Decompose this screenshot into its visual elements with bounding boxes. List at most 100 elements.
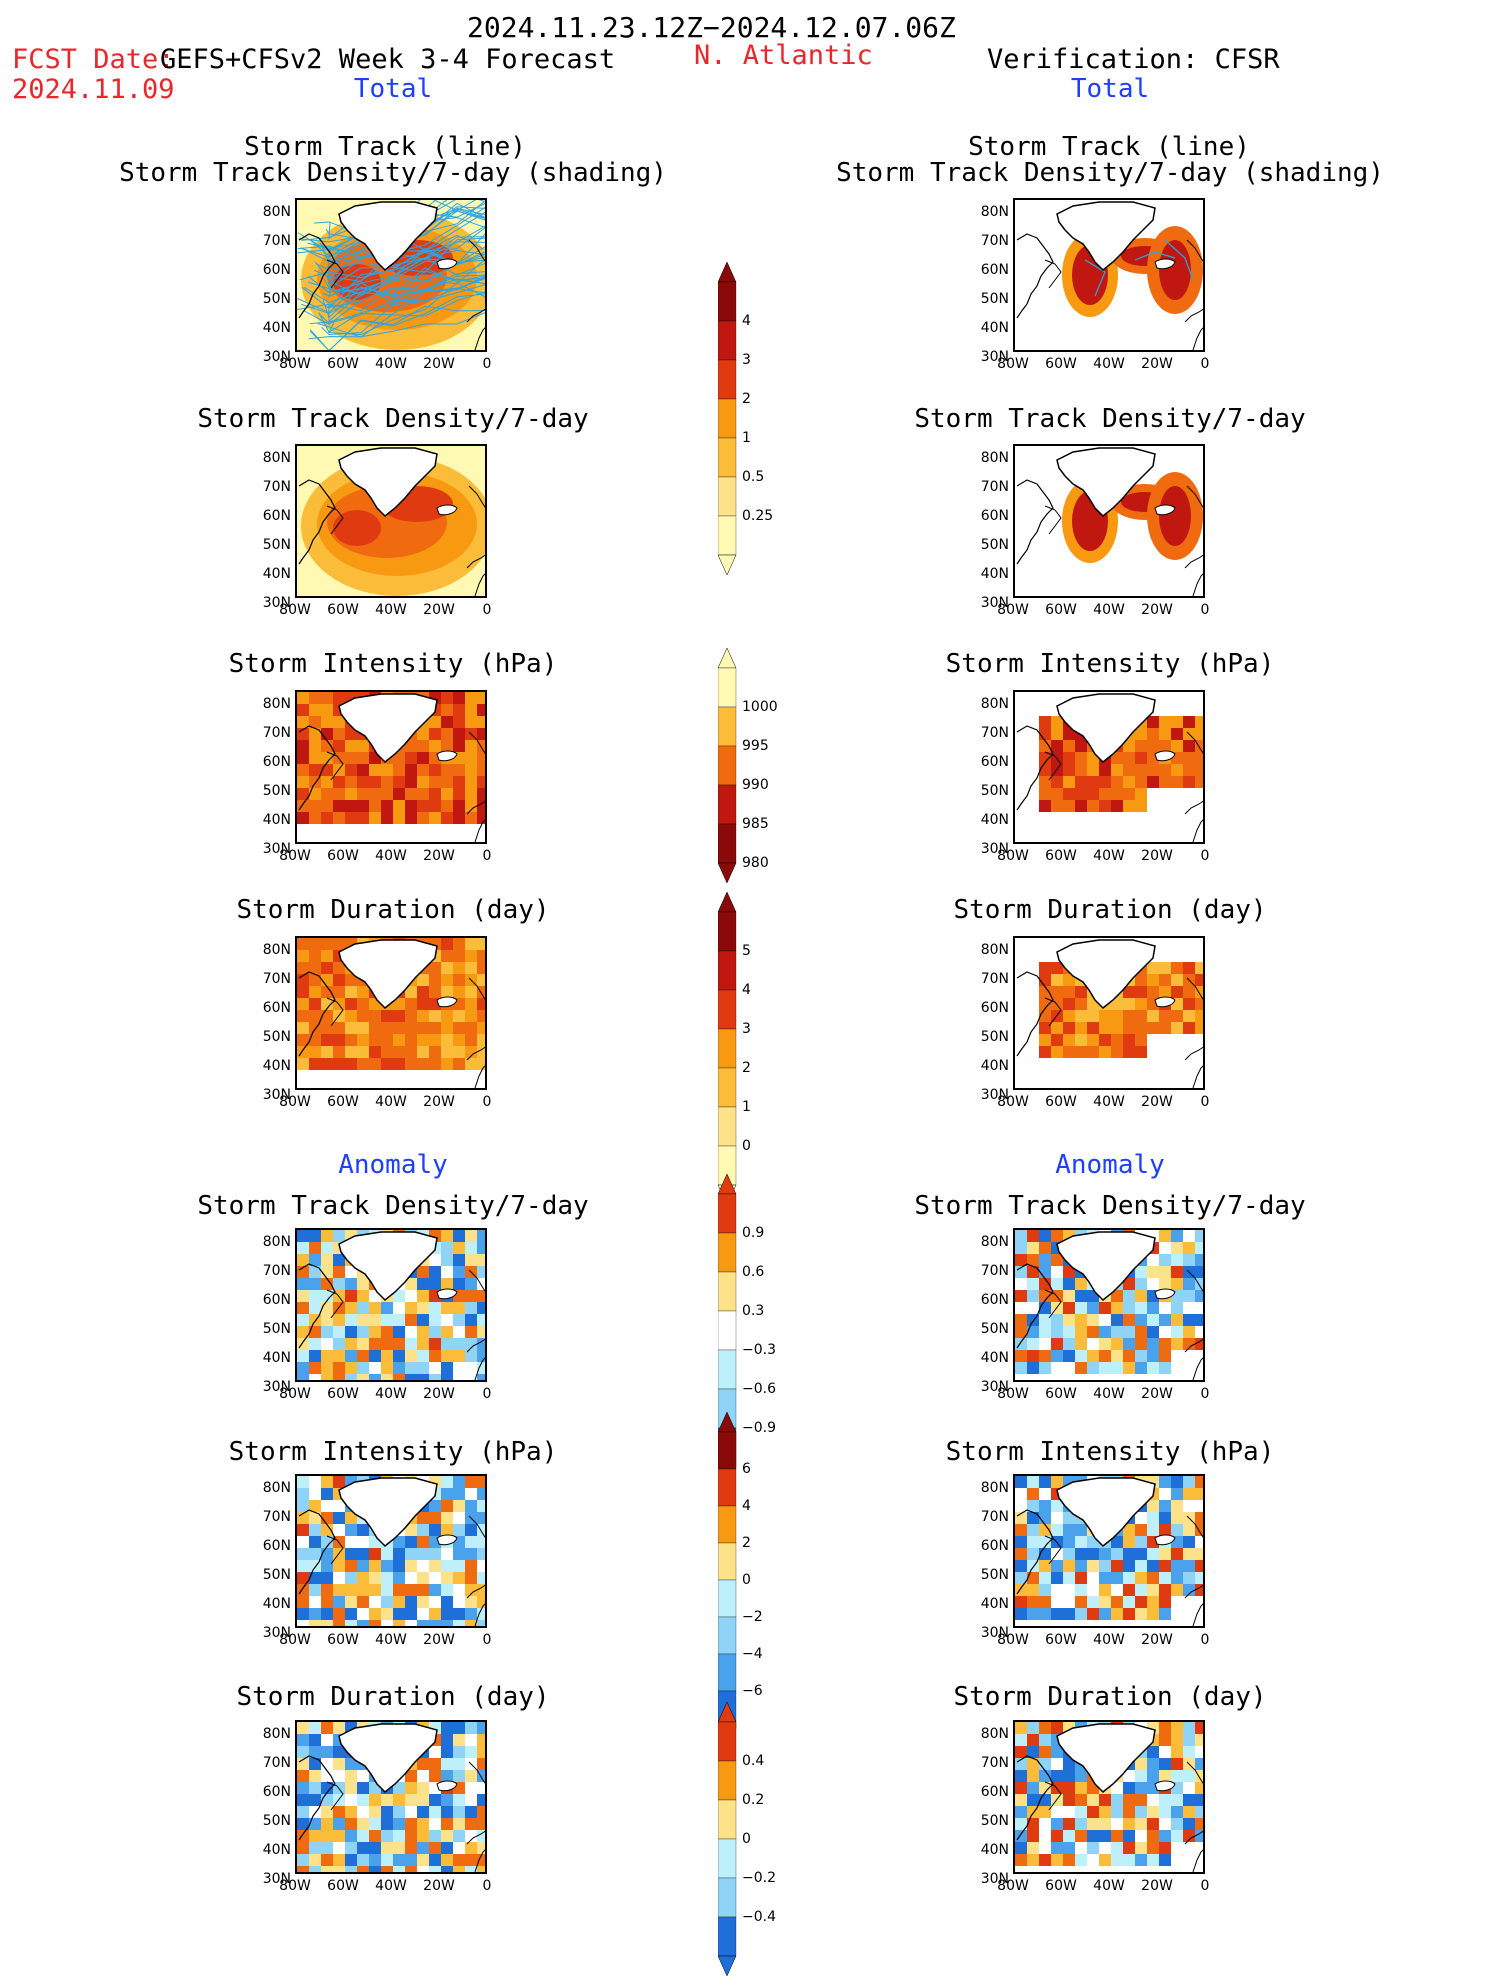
right-duration-title: Storm Duration (day) (953, 895, 1267, 925)
lon-tick-label: 40W (1093, 602, 1125, 618)
lon-tick-label: 0 (482, 602, 492, 618)
left-track-shading-title: Storm Track Density/7-day (shading) (119, 158, 667, 188)
lon-tick-label: 60W (327, 356, 359, 372)
lat-tick-label: 80N (980, 1480, 1009, 1496)
lon-tick-label: 80W (997, 602, 1029, 618)
lon-tick-label: 40W (1093, 1386, 1125, 1402)
duration-total-colorbar (717, 891, 748, 1209)
colorbar-tick-label: 0.2 (742, 1792, 765, 1808)
lon-tick-label: 0 (482, 1878, 492, 1894)
lon-tick-label: 0 (1200, 1632, 1210, 1648)
lat-tick-label: 60N (980, 754, 1009, 770)
lon-tick-label: 60W (327, 1878, 359, 1894)
right-track-line-map (1013, 198, 1205, 352)
lat-tick-label: 40N (262, 320, 291, 336)
left-density-map (295, 444, 487, 598)
lon-tick-label: 80W (279, 1878, 311, 1894)
colorbar-tick-label: 2 (742, 391, 751, 407)
colorbar-tick-label: 0.3 (742, 1303, 765, 1319)
lon-tick-label: 0 (1200, 1386, 1210, 1402)
lon-tick-label: 80W (997, 1878, 1029, 1894)
lon-tick-label: 0 (482, 1094, 492, 1110)
lon-tick-label: 60W (1045, 1632, 1077, 1648)
lat-tick-label: 50N (980, 1029, 1009, 1045)
lat-tick-label: 30N (980, 1087, 1009, 1103)
lon-tick-label: 80W (279, 1632, 311, 1648)
left-total-label: Total (353, 74, 433, 104)
lat-tick-label: 60N (980, 1000, 1009, 1016)
lon-tick-label: 40W (375, 1094, 407, 1110)
lat-tick-label: 60N (980, 1784, 1009, 1800)
lat-tick-label: 30N (980, 595, 1009, 611)
lon-tick-label: 20W (1141, 1632, 1173, 1648)
lat-tick-label: 80N (262, 1726, 291, 1742)
lat-tick-label: 70N (980, 971, 1009, 987)
lat-tick-label: 40N (980, 320, 1009, 336)
lon-tick-label: 20W (1141, 848, 1173, 864)
lon-tick-label: 40W (1093, 848, 1125, 864)
left-intensity-map (295, 690, 487, 844)
lat-tick-label: 30N (980, 1625, 1009, 1641)
lat-tick-label: 30N (262, 1625, 291, 1641)
lat-tick-label: 50N (980, 291, 1009, 307)
lon-tick-label: 20W (423, 848, 455, 864)
lat-tick-label: 30N (262, 841, 291, 857)
lon-tick-label: 20W (423, 1094, 455, 1110)
lon-tick-label: 40W (375, 356, 407, 372)
colorbar-tick-label: 0 (742, 1831, 751, 1847)
lon-tick-label: 40W (375, 1632, 407, 1648)
colorbar-tick-label: 0.6 (742, 1264, 765, 1280)
lon-tick-label: 20W (1141, 1878, 1173, 1894)
lat-tick-label: 80N (980, 1234, 1009, 1250)
left-anom-intensity-title: Storm Intensity (hPa) (228, 1437, 558, 1467)
lat-tick-label: 30N (262, 595, 291, 611)
lat-tick-label: 60N (262, 262, 291, 278)
colorbar-tick-label: 2 (742, 1535, 751, 1551)
lat-tick-label: 40N (262, 1058, 291, 1074)
lat-tick-label: 70N (262, 233, 291, 249)
lon-tick-label: 0 (1200, 356, 1210, 372)
lat-tick-label: 70N (980, 1263, 1009, 1279)
lat-tick-label: 40N (980, 812, 1009, 828)
lon-tick-label: 40W (1093, 356, 1125, 372)
lat-tick-label: 70N (262, 1263, 291, 1279)
colorbar-tick-label: 995 (742, 738, 769, 754)
lat-tick-label: 30N (262, 349, 291, 365)
lat-tick-label: 80N (980, 1726, 1009, 1742)
lat-tick-label: 30N (980, 841, 1009, 857)
colorbar-tick-label: −2 (742, 1609, 763, 1625)
lat-tick-label: 80N (262, 1480, 291, 1496)
right-anom-density-map (1013, 1228, 1205, 1382)
lat-tick-label: 80N (262, 942, 291, 958)
colorbar-tick-label: −0.3 (742, 1342, 776, 1358)
right-density-map (1013, 444, 1205, 598)
left-track-line-title: Storm Track (line) (244, 132, 526, 162)
lat-tick-label: 60N (980, 508, 1009, 524)
lat-tick-label: 50N (262, 1567, 291, 1583)
region-label: N. Atlantic (694, 40, 873, 71)
lon-tick-label: 0 (1200, 1878, 1210, 1894)
lat-tick-label: 70N (262, 479, 291, 495)
lat-tick-label: 50N (980, 537, 1009, 553)
lat-tick-label: 30N (262, 1087, 291, 1103)
lon-tick-label: 60W (327, 1386, 359, 1402)
lon-tick-label: 20W (423, 1386, 455, 1402)
lon-tick-label: 60W (1045, 1094, 1077, 1110)
lon-tick-label: 40W (375, 848, 407, 864)
lon-tick-label: 20W (423, 1632, 455, 1648)
lat-tick-label: 40N (262, 1350, 291, 1366)
lon-tick-label: 60W (327, 848, 359, 864)
lon-tick-label: 20W (1141, 1386, 1173, 1402)
colorbar-tick-label: 990 (742, 777, 769, 793)
lat-tick-label: 40N (262, 1842, 291, 1858)
lat-tick-label: 50N (980, 783, 1009, 799)
colorbar-tick-label: 1 (742, 1099, 751, 1115)
lat-tick-label: 80N (262, 1234, 291, 1250)
lon-tick-label: 60W (327, 1094, 359, 1110)
right-intensity-map (1013, 690, 1205, 844)
lon-tick-label: 80W (997, 356, 1029, 372)
colorbar-tick-label: 0.9 (742, 1225, 765, 1241)
lat-tick-label: 30N (262, 1871, 291, 1887)
colorbar-tick-label: 0.25 (742, 508, 774, 524)
lon-tick-label: 40W (375, 1878, 407, 1894)
